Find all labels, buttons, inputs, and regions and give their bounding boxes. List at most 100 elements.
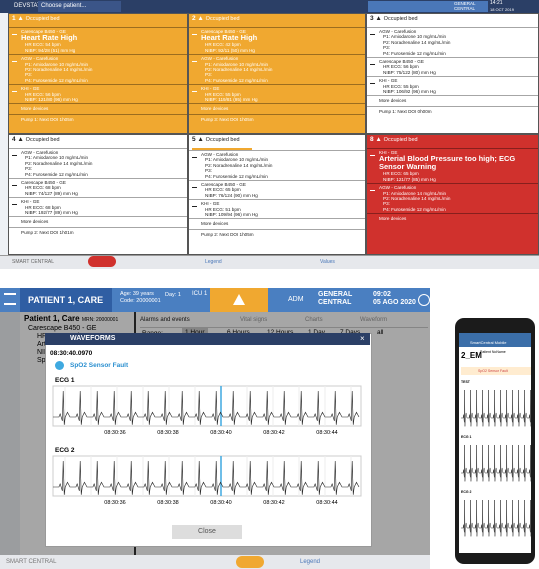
bed-status: Occupied bed (25, 16, 60, 22)
bed-header: 1 ▲ Occupied bed (12, 15, 60, 22)
help[interactable] (418, 294, 430, 306)
mobile-wave-label: ECG 1 (461, 435, 472, 439)
time-label: 08:30:36 (104, 430, 125, 436)
bed-header: 5 ▲ Occupied bed (189, 135, 365, 148)
mobile-alarm: SpO2 Sensor Fault (478, 369, 508, 373)
tab-bar: Alarms and events Vital signs Charts Wavefo… (140, 315, 428, 328)
device-line: P4: Furosemide 12 mg/mL/min (205, 77, 268, 83)
device-line: HR ECG: 65 bpm (383, 171, 419, 177)
bed-header: 8 ▲ Occupied bed (370, 136, 418, 143)
range-option[interactable]: all (377, 329, 384, 336)
time-label: 08:30:40 (210, 430, 231, 436)
bed-status: Occupied bed (205, 137, 240, 143)
device-line: P2: Noradrenaline 14 mg/mL/min (383, 196, 451, 202)
more-devices[interactable]: More devices (9, 216, 187, 226)
device-name: Carescape B450 - GE (21, 180, 66, 186)
device: KHI - GE HR ECG: 68 bpm NIBP: 192/77 (89) … (9, 197, 187, 216)
tab[interactable]: Alarms and events (140, 317, 190, 323)
device-line: NIBP: 121/77 (85) mm Hg (383, 176, 436, 182)
panel-title: Patient 1, Care MRN: 20000001 (24, 314, 119, 323)
more-devices[interactable]: More devices (367, 213, 538, 223)
waveforms: ECG 1 08:30:36 08:30:38 08:30:40 08:30:42 08:… (52, 377, 362, 506)
more-devices[interactable]: More devices (189, 218, 365, 228)
day: Day: 1 (165, 292, 181, 298)
device: Carescape B450 - GE HR ECG: 68 bpm NIBP: 7… (9, 178, 187, 197)
device-line: P3: (205, 72, 212, 78)
modal-title: WAVEFORMS (70, 335, 116, 342)
device-line: HR ECG: 56 bpm (25, 91, 61, 97)
range-option[interactable]: 7 Days (337, 328, 363, 337)
alarm: Heart Rate High (21, 33, 78, 43)
device-line: P3: (383, 45, 390, 51)
mobile-trace (461, 444, 531, 482)
adm: ADM (288, 296, 304, 303)
time-label: 08:30:42 (263, 430, 284, 436)
device-line: NIBP: 106/92 (96) mm Hg (383, 89, 436, 95)
device-line: P4: Furosemide 12 mg/mL/min (205, 173, 268, 179)
warning-bar (192, 148, 252, 150)
device: KHI - GE HR ECG: 55 bpm NIBP: 106/92 (96) … (367, 76, 538, 95)
detail-footer (0, 555, 430, 569)
alarm-button[interactable] (236, 556, 264, 568)
menu-icon[interactable] (4, 293, 16, 305)
device-name: Carescape B450 - GE (201, 29, 246, 34)
bed-status: Occupied bed (383, 137, 418, 143)
range-option[interactable]: 1 Day (305, 328, 328, 337)
close-button[interactable]: Close (172, 525, 242, 539)
unit: GENERAL CENTRAL (318, 291, 353, 306)
values-button[interactable]: Values (320, 259, 335, 265)
time-label: 08:30:38 (157, 430, 178, 436)
range-option[interactable]: 1 Hour (182, 328, 208, 337)
alarm-button[interactable] (88, 256, 116, 267)
device-line: P2: Noradrenaline 14 mg/mL/min (25, 160, 93, 166)
device-line: HR ECG: 68 bpm (25, 185, 61, 191)
device-line: NIBP: 76/124 (90) mm Hg (205, 192, 258, 198)
device-name: AGW - Carefusion (201, 56, 239, 62)
bed-tile: 5 ▲ Occupied bed AGW - Carefusion P1: Amio… (188, 134, 366, 255)
mobile-trace (461, 389, 531, 427)
device-name: AGW - Carefusion (379, 29, 417, 34)
legend-button[interactable]: Legend (205, 259, 222, 265)
device-line: P2: Noradrenaline 14 mg/mL/min (205, 67, 273, 73)
device-line: NIBP: 74/127 (89) mm Hg (25, 190, 78, 196)
bed-number: 4 (12, 136, 16, 143)
modal-header (45, 333, 370, 345)
mobile-patient: Patient NoName (480, 350, 506, 354)
more-devices[interactable]: More devices (367, 95, 538, 105)
device-line: NIBP: 109/94 (96) mm Hg (205, 212, 258, 218)
more-devices[interactable]: More devices (9, 103, 187, 113)
bed-status: Occupied bed (383, 16, 418, 22)
device-name: KHI - GE (21, 199, 40, 205)
bed: ICU 1 (192, 291, 208, 297)
alarm: Arterial Blood Pressure too high; ECG Se… (379, 154, 516, 172)
bed-number: 8 (370, 136, 374, 143)
device-name: KHI - GE (201, 86, 220, 92)
device-line: P4: Furosemide 12 mg/mL/min (383, 50, 446, 56)
range-option[interactable]: 12 Hours (264, 328, 296, 337)
device-line: NIBP: 75/122 (80) mm Hg (383, 69, 436, 75)
device-name: Carescape B450 - GE (21, 29, 66, 34)
modal-close-x[interactable]: × (360, 334, 365, 343)
device-line: NIBP: 192/77 (89) mm Hg (25, 210, 78, 216)
device-name: AGW - Carefusion (379, 185, 417, 191)
device: AGW - Carefusion P1: Amiodarone 10 mg/mL/… (9, 148, 187, 178)
device-line: HR ECG: 51 bpm (205, 206, 241, 212)
device-line: P3: (383, 201, 390, 207)
tab[interactable]: Waveform (360, 317, 388, 323)
warning-icon (233, 294, 245, 305)
device: AGW - Carefusion P1: Amiodarone 10 mg/mL/… (189, 150, 365, 180)
pump: Pump 1: Next DOI 1h05m (9, 113, 187, 124)
legend-button[interactable]: Legend (300, 559, 321, 565)
bed-tile: 2 ▲ Occupied bed Carescape B450 - GE Heart… (188, 13, 366, 134)
pump: Pump 2: Next DOI 1h01m (9, 226, 187, 237)
tab[interactable]: Vital signs (240, 317, 268, 323)
bed-tile: 1 ▲ Occupied bed Carescape B450 - GE Heart… (8, 13, 188, 134)
device: AGW - Carefusion P1: Amiodarone 10 mg/mL/… (367, 27, 538, 57)
tab[interactable]: Charts (305, 317, 323, 323)
device: Carescape B450 - GE Heart Rate High HR ECG… (189, 27, 365, 54)
more-devices[interactable]: More devices (189, 103, 365, 113)
time-label: 08:30:36 (104, 500, 125, 506)
range-option[interactable]: 6 Hours (224, 328, 253, 337)
device-line: P1: Amiodarone 10 mg/mL/min (383, 34, 447, 40)
patient-search[interactable]: Choose patient... (38, 1, 121, 12)
